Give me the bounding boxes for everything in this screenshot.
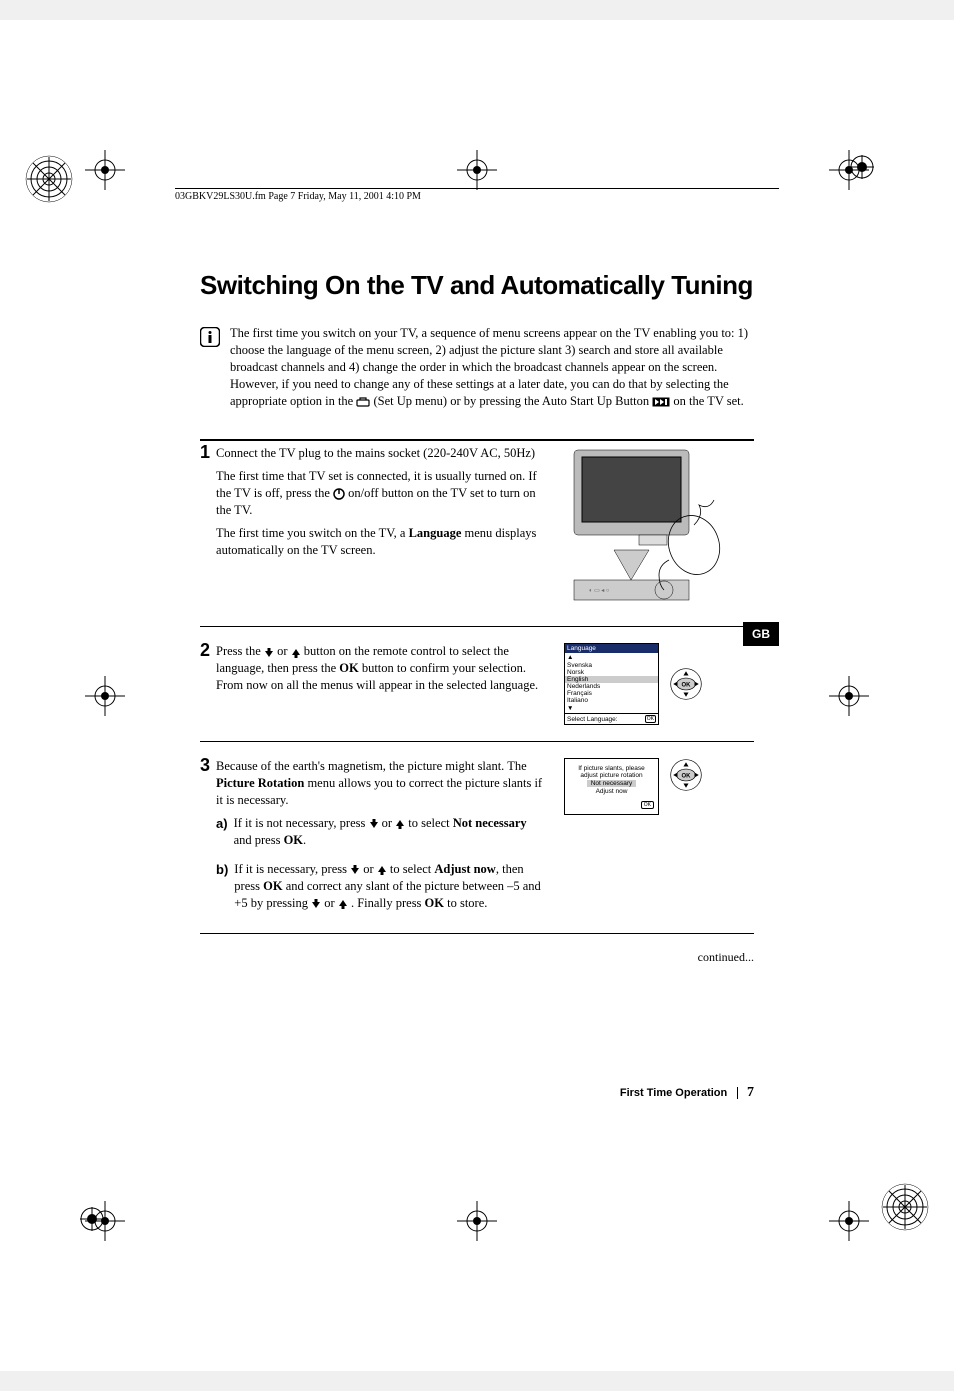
svg-text:◐ ▭ ◂ ○: ◐ ▭ ◂ ○: [589, 588, 610, 594]
rotation-osd: If picture slants, please adjust picture…: [564, 758, 659, 815]
crop-mark: [85, 150, 125, 190]
crop-mark: [829, 1201, 869, 1241]
osd-language-item: English: [565, 676, 658, 683]
crop-mark: [829, 676, 869, 716]
toolbox-icon: [356, 397, 370, 407]
page-number: 7: [747, 1085, 754, 1100]
up-arrow-icon: [395, 819, 405, 829]
step3-sub-b: b) If it is necessary, press or to selec…: [216, 861, 544, 918]
info-icon: [200, 327, 220, 409]
down-arrow-icon: [350, 865, 360, 875]
intro-paragraph-1: The first time you switch on your TV, a …: [230, 325, 754, 376]
step-number-3: 3: [200, 756, 210, 774]
step1-text-3: The first time you switch on the TV, a L…: [216, 525, 544, 559]
osd-language-item: Italiano: [565, 697, 658, 704]
down-arrow-icon: [311, 899, 321, 909]
remote-ok-button-icon: OK: [669, 667, 703, 701]
step-2: 2 Press the or button on the remote cont…: [200, 643, 754, 725]
crop-mark: [457, 1201, 497, 1241]
svg-text:OK: OK: [682, 683, 692, 689]
crop-mark: [829, 150, 869, 190]
divider: [200, 741, 754, 742]
step2-text: Press the or button on the remote contro…: [216, 643, 544, 694]
step3-intro: Because of the earth's magnetism, the pi…: [216, 758, 544, 809]
page-title: Switching On the TV and Automatically Tu…: [200, 270, 754, 301]
language-osd: Language ▲ SvenskaNorskEnglishNederlands…: [564, 643, 659, 725]
step3-sub-a: a) If it is not necessary, press or to s…: [216, 815, 544, 855]
crop-mark: [457, 150, 497, 190]
step-3: 3 Because of the earth's magnetism, the …: [200, 758, 754, 917]
down-arrow-icon: [264, 648, 274, 658]
step-number-1: 1: [200, 443, 210, 461]
printer-mark-rosette: [881, 1183, 929, 1236]
up-arrow-icon: [338, 899, 348, 909]
step-1: 1 Connect the TV plug to the mains socke…: [200, 445, 754, 610]
step-number-2: 2: [200, 641, 210, 659]
osd-language-item: Français: [565, 690, 658, 697]
osd-language-item: Nederlands: [565, 683, 658, 690]
osd-language-item: Norsk: [565, 669, 658, 676]
fast-forward-icon: [652, 397, 670, 407]
continued-text: continued...: [200, 950, 754, 965]
divider: [200, 439, 754, 441]
crop-mark: [85, 1201, 125, 1241]
down-arrow-icon: [369, 819, 379, 829]
crop-mark: [85, 676, 125, 716]
content-area: Switching On the TV and Automatically Tu…: [200, 270, 754, 965]
divider: [200, 626, 754, 627]
intro-block: The first time you switch on your TV, a …: [200, 325, 754, 409]
remote-ok-button-icon: OK: [669, 758, 703, 792]
step1-text-2: The first time that TV set is connected,…: [216, 468, 544, 519]
power-icon: [333, 488, 345, 500]
step1-text-1: Connect the TV plug to the mains socket …: [216, 445, 544, 462]
up-arrow-icon: [377, 865, 387, 875]
svg-text:OK: OK: [682, 774, 692, 780]
section-name: First Time Operation: [620, 1087, 738, 1099]
tv-illustration: ◐ ▭ ◂ ○: [564, 445, 754, 610]
framemaker-header: 03GBKV29LS30U.fm Page 7 Friday, May 11, …: [175, 188, 779, 202]
divider: [200, 933, 754, 934]
up-arrow-icon: [291, 648, 301, 658]
osd-language-item: Svenska: [565, 662, 658, 669]
intro-paragraph-2: However, if you need to change any of th…: [230, 376, 754, 410]
printer-mark-rosette: [25, 155, 73, 208]
page: 03GBKV29LS30U.fm Page 7 Friday, May 11, …: [0, 20, 954, 1371]
page-footer: First Time Operation 7: [620, 1085, 754, 1101]
